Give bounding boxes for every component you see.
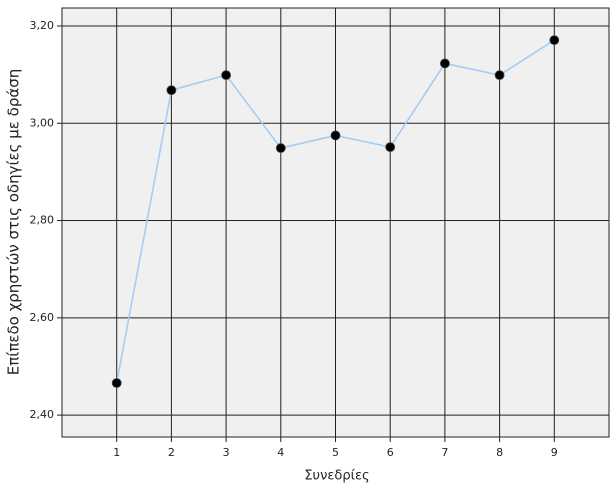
y-tick-label: 2,60 — [30, 311, 55, 324]
y-tick-label: 2,40 — [30, 408, 55, 421]
x-tick-label: 6 — [387, 446, 394, 459]
data-point — [330, 130, 341, 141]
data-point — [549, 35, 560, 46]
x-tick-label: 9 — [551, 446, 558, 459]
data-point — [166, 85, 177, 96]
x-tick-label: 1 — [113, 446, 120, 459]
x-tick-label: 7 — [441, 446, 448, 459]
data-point — [439, 58, 450, 69]
data-point — [494, 70, 505, 81]
x-tick-label: 4 — [277, 446, 284, 459]
y-tick-label: 3,00 — [30, 116, 55, 129]
data-point — [385, 142, 396, 153]
y-axis-label: Επίπεδο χρηστών στις οδηγίες με δράση — [5, 69, 23, 375]
data-point — [221, 70, 232, 81]
x-tick-label: 2 — [168, 446, 175, 459]
x-tick-label: 3 — [223, 446, 230, 459]
x-axis-label: Συνεδρίες — [304, 469, 369, 484]
data-point — [275, 143, 286, 153]
x-tick-label: 5 — [332, 446, 339, 459]
x-tick-label: 8 — [496, 446, 503, 459]
y-tick-label: 2,80 — [30, 214, 55, 227]
data-point — [111, 378, 122, 388]
y-tick-label: 3,20 — [30, 19, 55, 32]
